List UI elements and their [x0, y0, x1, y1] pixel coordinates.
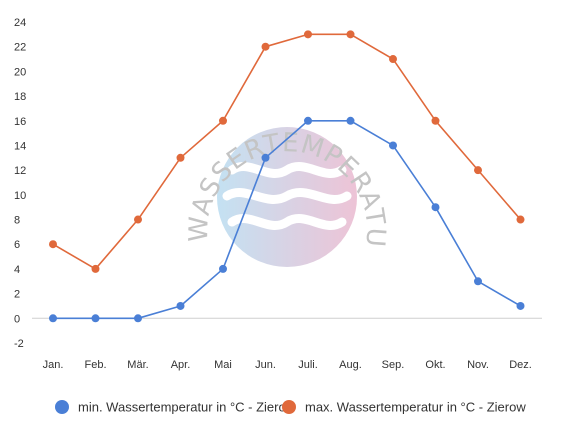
y-tick-label: 6: [14, 239, 20, 251]
data-point: [261, 153, 270, 162]
watermark-waves-icon: [222, 162, 352, 230]
x-tick-label: Nov.: [467, 359, 489, 371]
legend-item: min. Wassertemperatur in °C - Zierow: [55, 400, 296, 415]
data-point: [389, 55, 397, 64]
series-layer: [49, 30, 525, 323]
data-point: [431, 116, 440, 125]
data-point: [176, 301, 185, 310]
x-tick-label: Jun.: [255, 359, 276, 371]
data-point: [91, 264, 100, 273]
x-axis: Jan. Feb. Mär. Apr. Mai Jun. Juli. Aug. Sep. Okt.…: [43, 359, 532, 371]
data-point: [304, 116, 312, 125]
series-max: [49, 30, 525, 273]
legend-label: max. Wassertemperatur in °C - Zierow: [305, 400, 526, 415]
x-tick-label: Jan.: [43, 359, 64, 371]
watermark-logo: WASSERTEMPERATUR.ORG: [0, 0, 390, 267]
x-tick-label: Mär.: [127, 359, 148, 371]
x-tick-label: Okt.: [425, 359, 445, 371]
x-tick-label: Mai: [214, 359, 232, 371]
y-tick-label: 14: [14, 140, 26, 152]
series-line: [53, 119, 521, 320]
y-tick-label: 16: [14, 116, 26, 128]
data-point: [134, 314, 142, 323]
data-point: [346, 30, 355, 39]
data-point: [431, 203, 440, 212]
y-tick-label: 12: [14, 165, 26, 177]
x-tick-label: Dez.: [509, 359, 532, 371]
legend-item: max. Wassertemperatur in °C - Zierow: [282, 400, 526, 415]
y-tick-label: 20: [14, 66, 26, 78]
legend-marker-icon: [282, 400, 296, 414]
y-tick-label: 8: [14, 215, 20, 227]
x-tick-label: Feb.: [84, 359, 106, 371]
series-line: [52, 33, 522, 270]
y-tick-label: 18: [14, 91, 26, 103]
data-point: [49, 314, 57, 323]
data-point: [346, 116, 355, 125]
data-point: [261, 42, 270, 51]
y-tick-label: -2: [14, 338, 24, 350]
x-tick-label: Juli.: [298, 359, 318, 371]
data-point: [49, 240, 57, 249]
data-point: [304, 30, 312, 39]
x-tick-label: Sep.: [382, 359, 405, 371]
x-tick-label: Apr.: [171, 359, 191, 371]
data-point: [389, 141, 397, 150]
legend: min. Wassertemperatur in °C - Zierow max.…: [55, 400, 526, 415]
data-point: [134, 215, 142, 224]
data-point: [91, 314, 100, 323]
data-point: [516, 215, 525, 224]
y-tick-label: 0: [14, 313, 20, 325]
data-point: [474, 277, 482, 286]
y-tick-label: 4: [14, 264, 20, 276]
data-point: [516, 301, 525, 310]
y-tick-label: 10: [14, 190, 26, 202]
data-point: [176, 153, 185, 162]
y-tick-label: 24: [14, 17, 26, 29]
data-point: [219, 116, 227, 125]
data-point: [474, 166, 482, 175]
y-tick-label: 2: [14, 289, 20, 301]
data-point: [219, 264, 227, 273]
y-tick-label: 22: [14, 42, 26, 54]
legend-marker-icon: [55, 400, 69, 414]
legend-label: min. Wassertemperatur in °C - Zierow: [78, 400, 296, 415]
x-tick-label: Aug.: [339, 359, 362, 371]
series-min: [49, 116, 525, 323]
